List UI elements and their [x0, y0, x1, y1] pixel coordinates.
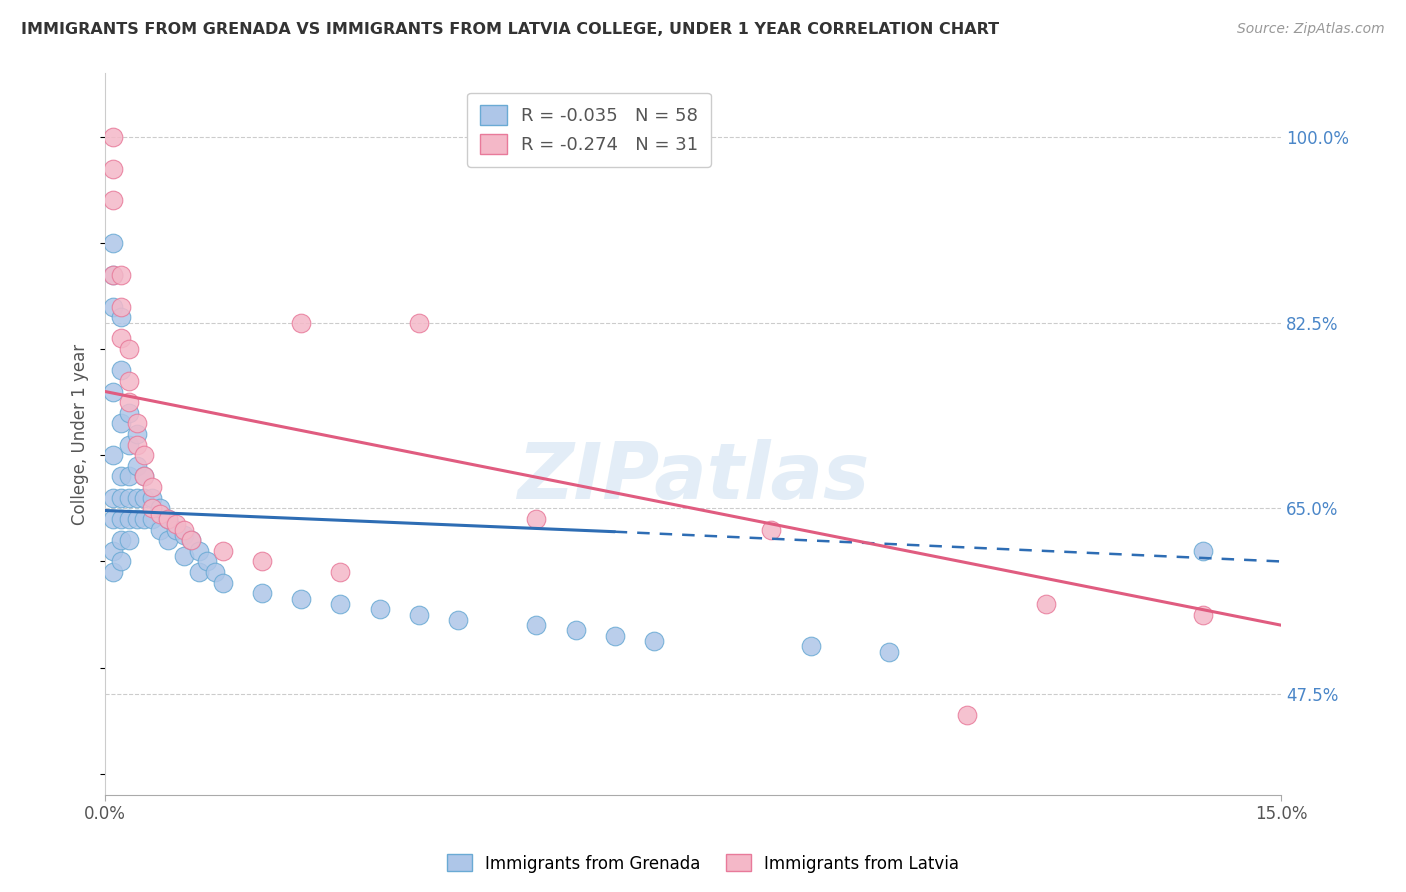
- Point: [1191, 544, 1213, 558]
- Point: [118, 512, 141, 526]
- Point: [134, 469, 156, 483]
- Point: [134, 491, 156, 505]
- Point: [101, 268, 124, 282]
- Point: [110, 533, 132, 548]
- Point: [110, 300, 132, 314]
- Point: [134, 469, 156, 483]
- Point: [156, 533, 179, 548]
- Y-axis label: College, Under 1 year: College, Under 1 year: [72, 343, 89, 524]
- Point: [134, 512, 156, 526]
- Point: [118, 395, 141, 409]
- Point: [118, 491, 141, 505]
- Point: [101, 448, 124, 462]
- Point: [408, 316, 430, 330]
- Text: Source: ZipAtlas.com: Source: ZipAtlas.com: [1237, 22, 1385, 37]
- Point: [156, 512, 179, 526]
- Point: [643, 634, 665, 648]
- Point: [149, 501, 172, 516]
- Point: [250, 586, 273, 600]
- Point: [877, 645, 900, 659]
- Point: [204, 565, 226, 579]
- Legend: Immigrants from Grenada, Immigrants from Latvia: Immigrants from Grenada, Immigrants from…: [440, 847, 966, 880]
- Point: [195, 554, 218, 568]
- Point: [250, 554, 273, 568]
- Point: [110, 491, 132, 505]
- Point: [118, 406, 141, 420]
- Point: [110, 554, 132, 568]
- Point: [125, 458, 148, 473]
- Point: [603, 629, 626, 643]
- Point: [118, 374, 141, 388]
- Point: [101, 268, 124, 282]
- Point: [290, 316, 312, 330]
- Point: [125, 491, 148, 505]
- Legend: R = -0.035   N = 58, R = -0.274   N = 31: R = -0.035 N = 58, R = -0.274 N = 31: [467, 93, 711, 167]
- Point: [110, 512, 132, 526]
- Point: [329, 565, 352, 579]
- Point: [149, 507, 172, 521]
- Point: [524, 618, 547, 632]
- Point: [156, 512, 179, 526]
- Point: [141, 491, 163, 505]
- Point: [110, 268, 132, 282]
- Point: [800, 640, 823, 654]
- Point: [125, 427, 148, 442]
- Point: [110, 331, 132, 345]
- Point: [761, 523, 783, 537]
- Point: [101, 161, 124, 176]
- Point: [564, 624, 586, 638]
- Point: [101, 129, 124, 144]
- Point: [101, 384, 124, 399]
- Point: [141, 480, 163, 494]
- Point: [329, 597, 352, 611]
- Point: [211, 544, 233, 558]
- Point: [125, 437, 148, 451]
- Point: [125, 512, 148, 526]
- Point: [101, 194, 124, 208]
- Point: [101, 565, 124, 579]
- Point: [125, 417, 148, 431]
- Point: [188, 544, 211, 558]
- Text: ZIPatlas: ZIPatlas: [517, 440, 869, 516]
- Point: [141, 501, 163, 516]
- Point: [118, 437, 141, 451]
- Point: [165, 523, 187, 537]
- Point: [118, 469, 141, 483]
- Point: [110, 310, 132, 325]
- Point: [1035, 597, 1057, 611]
- Point: [101, 512, 124, 526]
- Point: [173, 549, 195, 563]
- Point: [173, 528, 195, 542]
- Point: [134, 448, 156, 462]
- Text: IMMIGRANTS FROM GRENADA VS IMMIGRANTS FROM LATVIA COLLEGE, UNDER 1 YEAR CORRELAT: IMMIGRANTS FROM GRENADA VS IMMIGRANTS FR…: [21, 22, 1000, 37]
- Point: [101, 491, 124, 505]
- Point: [290, 591, 312, 606]
- Point: [101, 300, 124, 314]
- Point: [1191, 607, 1213, 622]
- Point: [101, 235, 124, 250]
- Point: [101, 544, 124, 558]
- Point: [211, 575, 233, 590]
- Point: [408, 607, 430, 622]
- Point: [956, 708, 979, 723]
- Point: [110, 417, 132, 431]
- Point: [180, 533, 202, 548]
- Point: [188, 565, 211, 579]
- Point: [118, 342, 141, 356]
- Point: [180, 533, 202, 548]
- Point: [165, 517, 187, 532]
- Point: [110, 363, 132, 377]
- Point: [368, 602, 391, 616]
- Point: [118, 533, 141, 548]
- Point: [110, 469, 132, 483]
- Point: [141, 512, 163, 526]
- Point: [173, 523, 195, 537]
- Point: [149, 523, 172, 537]
- Point: [524, 512, 547, 526]
- Point: [447, 613, 470, 627]
